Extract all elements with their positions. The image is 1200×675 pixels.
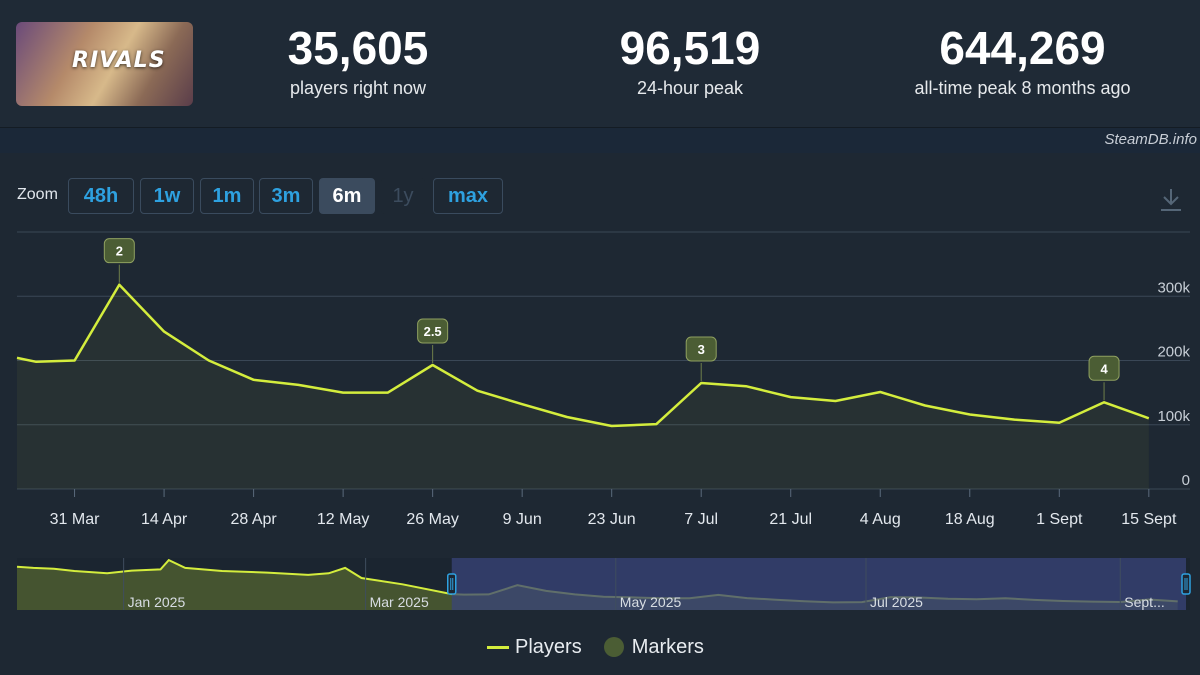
- navigator-label: Sept...: [1124, 594, 1164, 610]
- stat-label: players right now: [289, 78, 427, 98]
- x-tick-label: 12 May: [317, 511, 369, 528]
- navigator-area: [17, 560, 1178, 610]
- x-tick-label: 18 Aug: [945, 511, 995, 528]
- marker-label: 4: [1100, 361, 1108, 376]
- marker-box: [1088, 355, 1120, 381]
- marker-label: 2: [116, 244, 123, 259]
- stat-value: 96,519: [619, 22, 761, 74]
- y-tick-label: 300k: [1157, 279, 1190, 296]
- zoom-label: Zoom: [17, 186, 58, 203]
- source-credit[interactable]: SteamDB.info: [1104, 131, 1197, 148]
- navigator-window: [451, 558, 1186, 610]
- stat-value: 644,269: [939, 22, 1106, 74]
- players-legend-swatch: [487, 645, 509, 649]
- navigator-handle-left[interactable]: [446, 573, 457, 595]
- x-tick-label: 21 Jul: [769, 511, 812, 528]
- players-area: [17, 284, 1149, 489]
- y-tick-label: 0: [1182, 472, 1190, 489]
- download-icon[interactable]: [1158, 186, 1184, 214]
- zoom-6m-button[interactable]: 6m: [319, 178, 375, 214]
- navigator-handle-right[interactable]: [1181, 573, 1191, 595]
- zoom-48h-button[interactable]: 48h: [68, 178, 134, 214]
- game-thumbnail[interactable]: RIVALS: [16, 22, 193, 106]
- stat-all-time-peak: 644,269 all-time peak 8 months ago: [880, 22, 1165, 100]
- players-line: [16, 283, 1150, 428]
- x-tick-label: 31 Mar: [50, 511, 100, 528]
- navigator-label: May 2025: [620, 594, 682, 610]
- navigator-label: Jan 2025: [128, 594, 186, 610]
- zoom-1m-button[interactable]: 1m: [200, 178, 254, 214]
- zoom-1y-button: 1y: [381, 178, 425, 214]
- stats-bar: RIVALS 35,605 players right now 96,519 2…: [0, 0, 1200, 128]
- players-chart: 0 100k 200k 300k 31 Mar 14 Apr 28 Apr 12 May 26 …: [16, 231, 1191, 610]
- chart-legend: Players Markers: [487, 634, 704, 660]
- x-tick-label: 26 May: [406, 511, 458, 528]
- x-tick-label: 1 Sept: [1036, 511, 1083, 528]
- zoom-3m-button[interactable]: 3m: [259, 178, 313, 214]
- stat-label: 24-hour peak: [636, 78, 744, 98]
- event-marker: 3: [685, 336, 717, 381]
- x-tick-label: 7 Jul: [684, 511, 718, 528]
- legend-markers-label[interactable]: Markers: [631, 635, 704, 658]
- stat-24h-peak: 96,519 24-hour peak: [580, 22, 800, 100]
- event-marker: 2: [103, 238, 135, 283]
- event-marker: 4: [1088, 355, 1120, 401]
- event-marker: 2.5: [417, 318, 449, 363]
- stat-label: all-time peak 8 months ago: [914, 78, 1131, 98]
- game-logo: RIVALS: [72, 48, 166, 73]
- legend-players-label[interactable]: Players: [515, 635, 582, 658]
- x-tick-label: 28 Apr: [230, 511, 277, 528]
- stat-current-players: 35,605 players right now: [258, 22, 458, 100]
- y-tick-label: 100k: [1157, 408, 1190, 425]
- marker-box: [417, 318, 449, 344]
- marker-label: 3: [698, 342, 705, 357]
- x-tick-label: 4 Aug: [860, 511, 901, 528]
- zoom-max-button[interactable]: max: [433, 178, 503, 214]
- navigator-label: Jul 2025: [870, 594, 923, 610]
- markers-legend-swatch: [603, 637, 624, 657]
- x-tick-label: 15 Sept: [1121, 511, 1177, 528]
- navigator-label: Mar 2025: [370, 594, 429, 610]
- zoom-1w-button[interactable]: 1w: [140, 178, 194, 214]
- x-tick-label: 14 Apr: [141, 511, 188, 528]
- marker-box: [685, 336, 717, 362]
- marker-label: 2.5: [424, 324, 442, 339]
- x-tick-label: 23 Jun: [588, 511, 636, 528]
- x-tick-label: 9 Jun: [503, 511, 542, 528]
- marker-box: [103, 238, 135, 264]
- stat-value: 35,605: [287, 22, 429, 74]
- y-tick-label: 200k: [1157, 344, 1190, 361]
